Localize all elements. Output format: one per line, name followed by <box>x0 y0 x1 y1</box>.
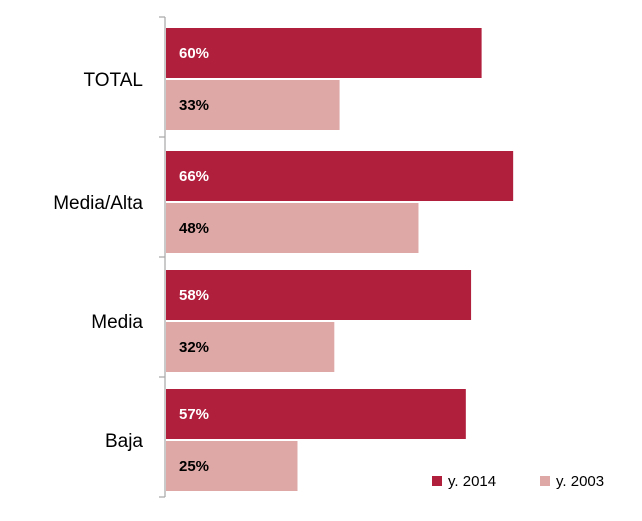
bar-media-2014 <box>166 270 472 320</box>
legend-swatch <box>432 476 442 486</box>
data-label: 57% <box>179 406 209 423</box>
data-label: 60% <box>179 45 209 62</box>
category-label: TOTAL <box>84 70 143 91</box>
bar-baja-2003 <box>166 441 298 491</box>
category-labels: TOTAL Media/Alta Media Baja <box>53 70 143 452</box>
data-label: 33% <box>179 97 209 114</box>
data-label: 32% <box>179 339 209 356</box>
legend-label: y. 2014 <box>448 473 496 490</box>
data-label: 58% <box>179 287 209 304</box>
bars: 60% 33% 66% 48% 58% 32% 57% 25% <box>166 28 514 491</box>
bar-media-alta-2014 <box>166 151 514 201</box>
data-label: 48% <box>179 220 209 237</box>
bar-baja-2014 <box>166 389 466 439</box>
category-label: Baja <box>105 431 143 452</box>
bar-media-2003 <box>166 322 335 372</box>
legend-label: y. 2003 <box>556 473 604 490</box>
bar-total-2014 <box>166 28 482 78</box>
legend-swatch <box>540 476 550 486</box>
category-label: Media <box>91 312 143 333</box>
data-label: 25% <box>179 458 209 475</box>
bar-total-2003 <box>166 80 340 130</box>
y-axis <box>159 16 166 498</box>
data-label: 66% <box>179 168 209 185</box>
category-label: Media/Alta <box>53 193 143 214</box>
bar-media-alta-2003 <box>166 203 419 253</box>
legend: y. 2014 y. 2003 <box>432 473 604 490</box>
